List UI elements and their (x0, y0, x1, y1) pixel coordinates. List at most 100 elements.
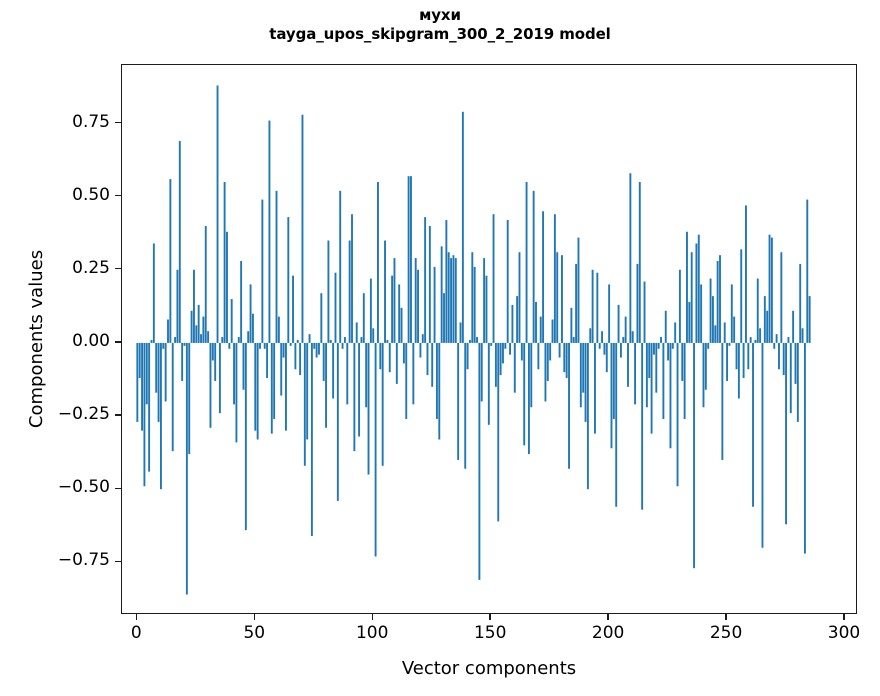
bar (164, 342, 167, 402)
bar (622, 337, 625, 343)
bar (608, 284, 611, 343)
bar (513, 342, 516, 393)
bar (280, 342, 283, 396)
bar (277, 316, 280, 343)
x-tick-mark (371, 614, 373, 620)
bar (336, 342, 339, 501)
bar (749, 337, 752, 343)
bar (539, 316, 542, 343)
bars-plot-area (122, 65, 856, 613)
bar (414, 258, 417, 343)
bar (683, 342, 686, 419)
bar (318, 342, 320, 355)
bar (343, 337, 346, 343)
bar (193, 269, 195, 343)
bar (221, 337, 224, 343)
bar (145, 342, 148, 405)
bar (348, 240, 351, 343)
bar (178, 141, 181, 343)
bar (721, 342, 724, 460)
bar (428, 225, 431, 343)
bar (438, 342, 441, 440)
bar (716, 261, 719, 343)
x-tick-mark (725, 614, 727, 620)
bar (773, 342, 776, 349)
bar (568, 342, 570, 469)
bar (612, 342, 615, 419)
bar (447, 252, 450, 343)
bar (138, 342, 141, 379)
bar (384, 240, 386, 343)
bar (728, 342, 731, 346)
bar (596, 272, 599, 343)
bar (171, 342, 174, 452)
bar (461, 111, 464, 343)
bar (563, 342, 566, 373)
bar (285, 342, 287, 431)
bar (148, 342, 151, 472)
bar (527, 342, 530, 455)
bar (605, 342, 608, 373)
bar (450, 258, 453, 343)
bar (235, 342, 238, 443)
bar (299, 342, 302, 376)
bar (660, 337, 662, 343)
bar (315, 342, 318, 358)
bar (287, 217, 290, 343)
bar (381, 342, 384, 466)
bar (532, 190, 535, 343)
bar (143, 342, 146, 487)
bar (268, 120, 271, 343)
bar (351, 214, 353, 343)
bar (700, 284, 703, 343)
bar (393, 258, 396, 343)
bar (242, 342, 245, 390)
bar (218, 342, 221, 414)
bar (431, 342, 434, 387)
x-tick-label: 150 (473, 623, 507, 643)
bar (259, 342, 261, 349)
y-tick-mark (115, 341, 121, 343)
bar (202, 316, 205, 343)
bar (410, 176, 412, 343)
bar (667, 342, 670, 361)
bar (619, 342, 622, 358)
bar (785, 342, 787, 525)
bar (726, 342, 729, 381)
bar (374, 342, 377, 557)
x-tick-mark (135, 614, 138, 620)
bar (641, 342, 644, 510)
bar (249, 284, 252, 343)
bar (226, 231, 228, 343)
y-tick-label: −0.50 (57, 477, 110, 498)
y-tick-mark (115, 194, 121, 197)
bar (395, 342, 398, 384)
bar (792, 310, 795, 343)
bar (546, 342, 549, 381)
bar (454, 258, 457, 343)
bar (525, 182, 528, 343)
bar (582, 342, 585, 393)
bar (176, 269, 179, 343)
bar (369, 278, 372, 343)
bar (296, 340, 299, 343)
bar (464, 342, 467, 469)
bar (671, 342, 674, 349)
bar (502, 342, 504, 364)
x-tick-mark (843, 614, 845, 620)
bar (759, 328, 762, 343)
x-tick-label: 50 (243, 623, 266, 643)
bar (398, 284, 401, 343)
bar (794, 342, 797, 384)
bar (770, 237, 773, 343)
bar (379, 342, 382, 370)
bar (332, 342, 335, 399)
bar (627, 342, 629, 387)
bar (200, 334, 202, 343)
bar (735, 342, 738, 370)
bar (292, 275, 294, 343)
bar (402, 342, 405, 364)
bar (575, 263, 578, 343)
x-tick-mark (489, 614, 491, 620)
bar (693, 342, 695, 569)
